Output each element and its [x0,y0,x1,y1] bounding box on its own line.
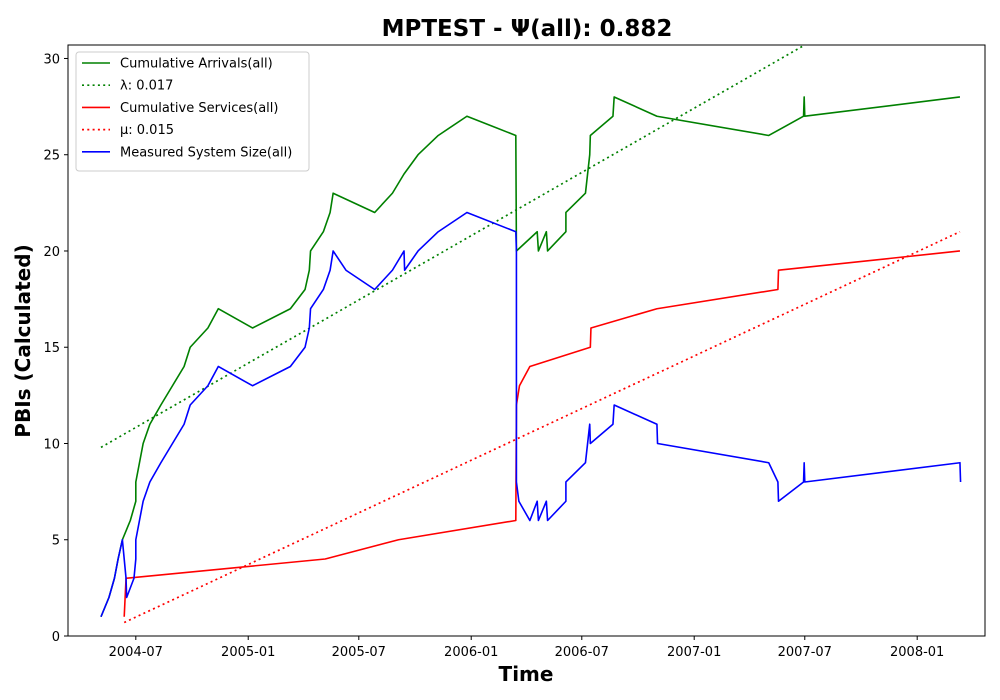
x-tick-label: 2007-01 [667,645,721,660]
y-tick-label: 25 [43,149,60,164]
legend-label: μ: 0.015 [120,123,174,138]
y-tick-label: 20 [43,245,60,260]
legend-label: Measured System Size(all) [120,145,292,160]
plot-frame [67,44,986,637]
legend: Cumulative Arrivals(all) λ: 0.017 Cumulati… [75,51,310,172]
legend-label: λ: 0.017 [120,79,173,94]
y-tick-label: 5 [52,534,60,549]
x-axis: 2004-07 2005-01 2005-07 2006-01 2006-07 2007-… [109,636,944,660]
x-tick-label: 2008-01 [890,645,944,660]
series-line-4 [100,211,962,618]
y-tick-label: 0 [52,630,60,645]
x-tick-label: 2007-07 [778,645,832,660]
y-axis-title: PBIs (Calculated) [11,244,35,437]
series-line-3 [123,230,961,624]
x-tick-label: 2004-07 [109,645,163,660]
chart-title: MPTEST - Ψ(all): 0.882 [382,16,673,42]
legend-label: Cumulative Services(all) [120,101,278,116]
legend-box [75,51,310,172]
y-tick-label: 10 [43,437,60,452]
x-tick-label: 2005-07 [332,645,386,660]
series-line-0 [100,96,961,618]
y-tick-label: 30 [43,52,60,67]
x-axis-title: Time [499,662,554,686]
series-group [100,45,962,624]
x-tick-label: 2006-07 [555,645,609,660]
y-tick-label: 15 [43,341,60,356]
y-axis: 0 5 10 15 20 25 30 [43,52,68,645]
legend-label: Cumulative Arrivals(all) [120,57,273,72]
plot-area [67,44,986,637]
x-tick-label: 2006-01 [444,645,498,660]
series-layer [100,45,962,624]
series-line-2 [123,250,961,617]
x-tick-label: 2005-01 [221,645,275,660]
